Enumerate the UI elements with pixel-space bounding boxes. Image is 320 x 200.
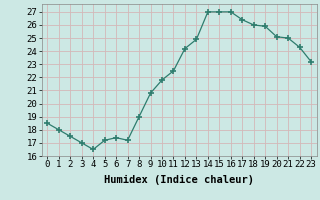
X-axis label: Humidex (Indice chaleur): Humidex (Indice chaleur) — [104, 175, 254, 185]
